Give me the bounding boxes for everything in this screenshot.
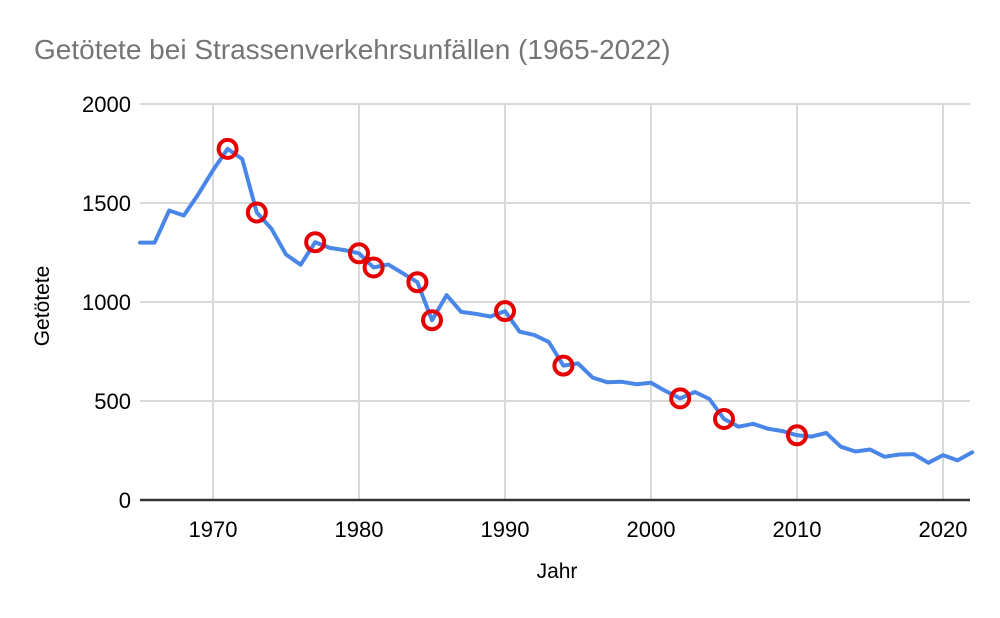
- highlight-marker: [713, 408, 735, 430]
- y-tick-label: 1500: [82, 191, 131, 216]
- highlight-marker: [406, 271, 429, 294]
- highlight-marker: [421, 309, 443, 332]
- chart-title: Getötete bei Strassenverkehrsunfällen (1…: [34, 34, 671, 65]
- data-series: [138, 146, 975, 465]
- x-tick-label: 2010: [773, 517, 822, 542]
- y-tick-label: 500: [94, 389, 131, 414]
- highlight-marker: [362, 256, 385, 279]
- y-tick-label: 0: [119, 488, 131, 513]
- gridlines: [140, 103, 970, 500]
- x-tick-label: 1990: [481, 517, 530, 542]
- highlight-marker: [786, 424, 808, 447]
- highlight-marker: [348, 242, 370, 265]
- y-axis-title: Getötete: [31, 266, 54, 347]
- x-tick-label: 2020: [919, 517, 968, 542]
- x-tick-label: 2000: [627, 517, 676, 542]
- highlight-marker: [245, 201, 268, 224]
- tick-labels: 0 500 1000 1500 2000 1970 1980 1990 2000 2010 2020: [82, 92, 967, 542]
- y-tick-label: 2000: [82, 92, 131, 117]
- x-axis-title: Jahr: [537, 560, 578, 583]
- highlight-markers: [216, 137, 808, 447]
- highlight-marker: [552, 354, 575, 377]
- data-line: [138, 146, 975, 465]
- highlight-marker: [304, 231, 327, 254]
- x-tick-label: 1970: [189, 517, 238, 542]
- y-tick-label: 1000: [82, 290, 131, 315]
- highlight-marker: [216, 137, 239, 160]
- highlight-marker: [494, 300, 516, 323]
- x-tick-label: 1980: [335, 517, 384, 542]
- highlight-marker: [669, 387, 692, 410]
